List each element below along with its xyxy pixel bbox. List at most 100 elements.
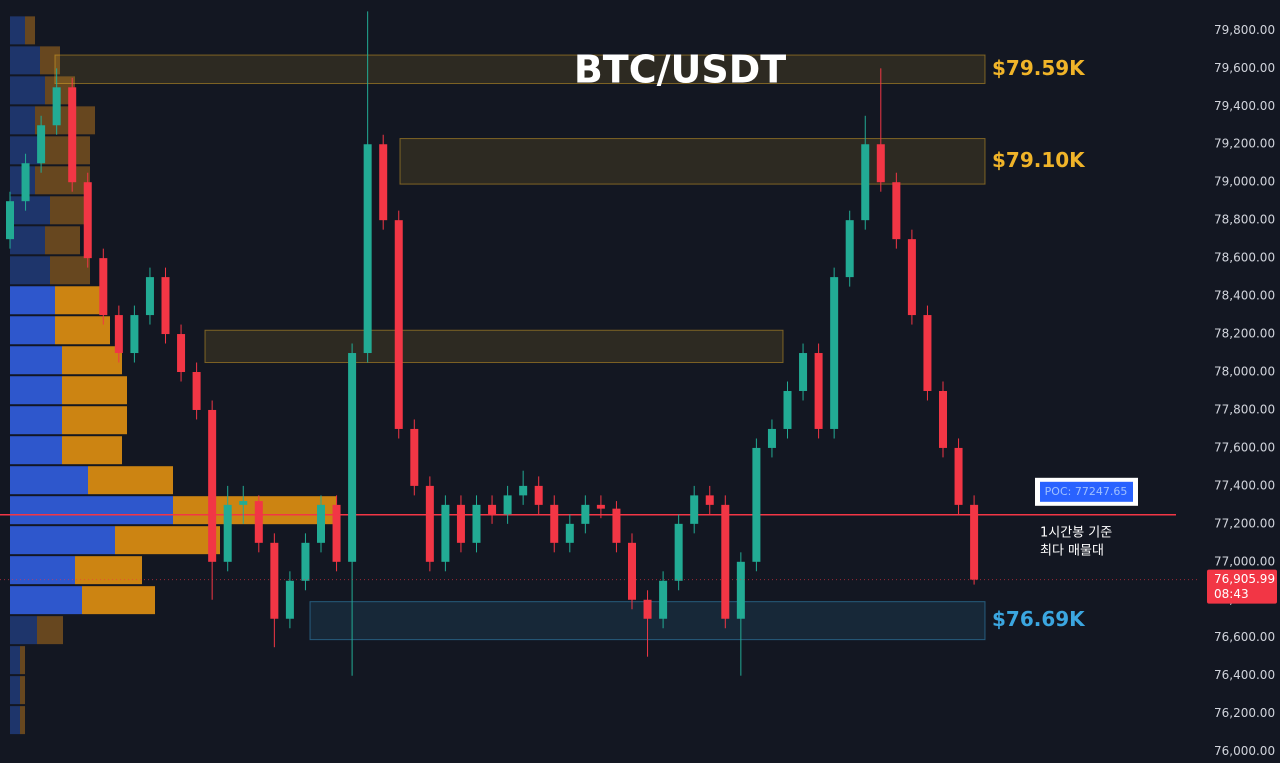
volume-profile-bar <box>55 316 110 345</box>
candle-body <box>643 599 652 619</box>
candle-body <box>145 277 154 316</box>
candle-body <box>68 87 77 183</box>
candle-body <box>285 580 294 619</box>
candle-body <box>939 390 947 448</box>
volume-profile-bar <box>10 676 20 705</box>
candle-body <box>705 495 714 505</box>
volume-profile-bar <box>10 316 55 345</box>
candle-body <box>799 353 808 391</box>
candle-body <box>690 495 699 524</box>
y-tick-label: 78,600.00 <box>1214 251 1275 265</box>
plot: 76,000.0076,200.0076,400.0076,600.0076,8… <box>0 11 1277 758</box>
volume-profile-bar <box>10 256 50 285</box>
volume-profile-bar <box>10 556 75 585</box>
volume-profile-bar <box>10 376 62 405</box>
candle-body <box>223 504 232 562</box>
candle-body <box>6 201 14 240</box>
y-tick-label: 78,200.00 <box>1214 327 1275 341</box>
volume-profile-bar <box>10 646 20 675</box>
volume-profile-bar <box>82 586 155 615</box>
volume-profile-bar <box>20 706 25 735</box>
zone <box>399 138 986 185</box>
candle-body <box>970 504 979 580</box>
candle-body <box>767 428 776 448</box>
candle-body <box>99 258 108 316</box>
zone <box>54 54 986 85</box>
y-tick-label: 79,600.00 <box>1214 61 1275 75</box>
candle-body <box>379 144 388 221</box>
candle-body <box>52 87 61 126</box>
volume-profile-bar <box>10 586 82 615</box>
candle-body <box>550 504 559 543</box>
candle-body <box>472 504 481 543</box>
candle-body <box>270 542 279 619</box>
candle-body <box>954 447 963 505</box>
volume-profile-bar <box>10 16 25 45</box>
candle-body <box>301 542 310 581</box>
candle-body <box>736 561 745 619</box>
candle-body <box>332 504 341 562</box>
volume-profile-bar <box>88 466 173 495</box>
y-tick-label: 78,800.00 <box>1214 213 1275 227</box>
y-tick-label: 77,200.00 <box>1214 516 1275 530</box>
volume-profile-bar <box>10 196 50 225</box>
y-tick-label: 77,400.00 <box>1214 478 1275 492</box>
candle-body <box>892 182 901 240</box>
y-tick-label: 79,000.00 <box>1214 175 1275 189</box>
y-tick-label: 77,800.00 <box>1214 402 1275 416</box>
candle-body <box>845 220 854 278</box>
candle-body <box>534 485 543 505</box>
volume-profile-bar <box>62 436 122 465</box>
poc-box <box>1040 481 1133 502</box>
candle-body <box>130 315 139 354</box>
candle-body <box>37 125 46 164</box>
candle-body <box>441 504 450 562</box>
candle-body <box>348 353 357 562</box>
volume-profile-bar <box>50 256 90 285</box>
chart-title: BTC/USDT <box>574 48 786 92</box>
candle-body <box>363 144 372 354</box>
candle-body <box>21 163 30 202</box>
candle-body <box>612 508 621 543</box>
volume-profile-bar <box>62 376 127 405</box>
volume-profile-bar <box>35 166 90 195</box>
zone-label: $76.69K <box>992 607 1086 631</box>
last-price-box <box>1207 569 1277 604</box>
volume-profile-bar <box>55 286 103 315</box>
volume-profile-bar <box>10 466 88 495</box>
candle-body <box>208 409 217 562</box>
volume-profile-bar <box>10 496 173 525</box>
volume-profile-bar <box>10 106 35 135</box>
candle-body <box>565 523 574 543</box>
candle-body <box>596 504 605 509</box>
volume-profile-bar <box>20 676 25 705</box>
candle-body <box>659 580 668 619</box>
candle-body <box>488 504 497 515</box>
volume-profile-bar <box>40 136 90 165</box>
volume-profile-bar <box>25 16 35 45</box>
y-tick-label: 76,200.00 <box>1214 706 1275 720</box>
candle-body <box>721 504 730 619</box>
y-tick-label: 78,000.00 <box>1214 365 1275 379</box>
candle-body <box>254 501 263 543</box>
candle-body <box>628 542 636 600</box>
candle-body <box>923 315 932 391</box>
candle-body <box>830 277 839 429</box>
volume-profile-bar <box>173 496 336 525</box>
candle-body <box>425 485 434 562</box>
volume-profile-bar <box>10 406 62 435</box>
volume-profile-bar <box>10 136 40 165</box>
volume-profile-bar <box>10 616 37 645</box>
candle-body <box>503 495 512 515</box>
y-tick-label: 79,200.00 <box>1214 137 1275 151</box>
volume-profile-bar <box>10 46 40 75</box>
candle-body <box>177 334 186 373</box>
candle-body <box>876 144 885 183</box>
volume-profile-bar <box>20 646 25 675</box>
candle-body <box>394 220 403 429</box>
volume-profile-bar <box>10 286 55 315</box>
candle-body <box>456 504 465 543</box>
y-tick-label: 76,600.00 <box>1214 630 1275 644</box>
volume-profile-bar <box>10 226 45 255</box>
